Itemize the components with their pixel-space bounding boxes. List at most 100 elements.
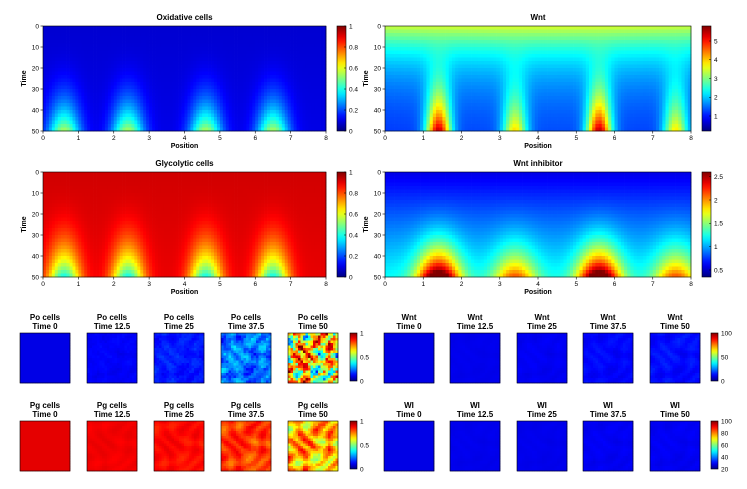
heatmap-cell	[72, 36, 76, 41]
heatmap-cell	[604, 29, 609, 34]
heatmap-cell	[264, 47, 268, 51]
heatmap-cell	[290, 64, 294, 69]
heatmap-cell	[391, 43, 395, 48]
heatmap-cell	[275, 33, 280, 37]
heatmap-cell	[662, 82, 666, 86]
heatmap-cell	[131, 40, 135, 44]
heatmap-cell	[281, 92, 286, 97]
heatmap-cell	[190, 54, 194, 58]
heatmap-cell	[544, 33, 548, 37]
heatmap-cell	[193, 110, 197, 114]
heatmap-cell	[323, 113, 327, 118]
heatmap-cell	[544, 75, 548, 79]
heatmap-cell	[681, 50, 685, 55]
heatmap-cell	[299, 124, 303, 128]
heatmap-cell	[199, 117, 203, 121]
heatmap-cell	[320, 110, 324, 114]
heatmap-cell	[163, 103, 168, 107]
heatmap-cell	[630, 82, 634, 86]
heatmap-cell	[436, 50, 440, 55]
heatmap-cell	[671, 26, 676, 30]
heatmap-cell	[234, 78, 238, 83]
heatmap-cell	[311, 71, 315, 76]
heatmap-cell	[445, 26, 450, 30]
heatmap-cell	[175, 33, 179, 37]
heatmap-cell	[113, 99, 118, 104]
heatmap-cell	[152, 96, 156, 100]
heatmap-cell	[624, 40, 628, 44]
heatmap-cell	[302, 127, 306, 132]
heatmap-cell	[432, 68, 437, 72]
heatmap-cell	[598, 29, 603, 34]
heatmap-cell	[113, 47, 118, 51]
heatmap-cell	[394, 43, 399, 48]
heatmap-cell	[237, 75, 241, 79]
heatmap-cell	[643, 47, 647, 51]
heatmap-cell	[589, 36, 593, 41]
heatmap-cell	[474, 71, 478, 76]
heatmap-cell	[196, 99, 200, 104]
heatmap-cell	[566, 96, 571, 100]
heatmap-cell	[187, 78, 191, 83]
heatmap-cell	[252, 71, 256, 76]
heatmap-cell	[480, 82, 485, 86]
heatmap-cell	[202, 33, 206, 37]
heatmap-cell	[385, 43, 389, 48]
heatmap-cell	[290, 106, 294, 111]
heatmap-cell	[317, 64, 321, 69]
heatmap-cell	[547, 96, 552, 100]
heatmap-cell	[675, 40, 679, 44]
heatmap-cell	[110, 71, 115, 76]
heatmap-cell	[391, 78, 395, 83]
heatmap-cell	[216, 50, 221, 55]
heatmap-cell	[84, 54, 88, 58]
heatmap-cell	[302, 124, 306, 128]
heatmap-cell	[43, 33, 47, 37]
heatmap-cell	[461, 75, 466, 79]
heatmap-cell	[471, 92, 475, 97]
heatmap-cell	[96, 127, 100, 132]
heatmap-cell	[678, 43, 682, 48]
heatmap-cell	[181, 110, 185, 114]
heatmap-cell	[54, 85, 59, 90]
heatmap-cell	[563, 64, 568, 69]
heatmap-cell	[569, 50, 574, 55]
heatmap-cell	[461, 26, 466, 30]
heatmap-cell	[553, 89, 558, 93]
heatmap-cell	[620, 64, 625, 69]
heatmap-cell	[275, 117, 280, 121]
heatmap-cell	[314, 64, 318, 69]
heatmap-cell	[101, 33, 106, 37]
heatmap-cell	[662, 71, 666, 76]
heatmap-cell	[601, 26, 606, 30]
heatmap-cell	[439, 43, 443, 48]
heatmap-cell	[87, 57, 91, 62]
heatmap-cell	[538, 71, 542, 76]
heatmap-cell	[528, 33, 532, 37]
heatmap-cell	[246, 124, 250, 128]
heatmap-cell	[131, 117, 135, 121]
heatmap-cell	[48, 75, 53, 79]
heatmap-cell	[48, 96, 53, 100]
heatmap-cell	[216, 57, 221, 62]
heatmap-cell	[483, 29, 488, 34]
heatmap-cell	[172, 92, 177, 97]
heatmap-cell	[261, 78, 265, 83]
heatmap-cell	[493, 43, 497, 48]
heatmap-cell	[451, 29, 456, 34]
heatmap-cell	[134, 92, 138, 97]
heatmap-cell	[128, 110, 132, 114]
heatmap-cell	[394, 29, 399, 34]
heatmap-cell	[225, 99, 230, 104]
heatmap-cell	[51, 106, 56, 111]
heatmap-cell	[51, 61, 56, 65]
heatmap-cell	[420, 40, 424, 44]
heatmap-cell	[193, 85, 197, 90]
heatmap-cell	[228, 71, 233, 76]
heatmap-cell	[208, 26, 212, 30]
heatmap-cell	[125, 106, 129, 111]
heatmap-cell	[272, 64, 277, 69]
heatmap-cell	[211, 110, 215, 114]
heatmap-cell	[87, 29, 91, 34]
heatmap-cell	[134, 85, 138, 90]
